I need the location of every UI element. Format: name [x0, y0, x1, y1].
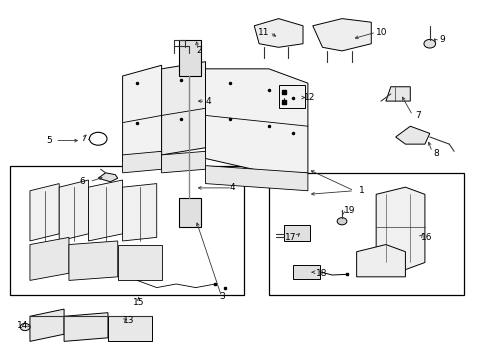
Text: 19: 19	[344, 206, 355, 215]
Text: 8: 8	[432, 149, 438, 158]
Polygon shape	[88, 180, 122, 241]
Text: 6: 6	[80, 177, 85, 186]
Polygon shape	[30, 184, 59, 241]
Polygon shape	[122, 65, 161, 162]
Polygon shape	[254, 19, 303, 47]
Polygon shape	[30, 309, 64, 341]
Bar	[10, 166, 244, 295]
Text: 2: 2	[197, 46, 202, 55]
Text: 17: 17	[285, 233, 296, 242]
Text: 13: 13	[122, 316, 134, 325]
Polygon shape	[161, 151, 205, 173]
Polygon shape	[98, 173, 118, 182]
Text: 11: 11	[258, 28, 269, 37]
Text: 9: 9	[438, 35, 444, 44]
Polygon shape	[30, 237, 69, 280]
Polygon shape	[356, 244, 405, 277]
Polygon shape	[205, 166, 307, 191]
Polygon shape	[375, 187, 424, 270]
Polygon shape	[59, 180, 88, 241]
Text: 12: 12	[304, 93, 315, 102]
Bar	[268, 173, 463, 295]
Polygon shape	[64, 313, 108, 341]
Polygon shape	[161, 62, 205, 155]
Polygon shape	[312, 19, 370, 51]
Bar	[283, 225, 310, 241]
Polygon shape	[205, 69, 307, 173]
Polygon shape	[118, 244, 161, 280]
Text: 10: 10	[375, 28, 387, 37]
Bar	[293, 265, 320, 279]
Polygon shape	[108, 316, 152, 341]
Polygon shape	[122, 151, 161, 173]
Bar	[178, 40, 200, 76]
Bar	[178, 198, 200, 226]
Polygon shape	[122, 184, 157, 241]
Text: 15: 15	[133, 298, 144, 307]
Polygon shape	[69, 241, 118, 280]
Text: 5: 5	[46, 136, 52, 145]
Text: 1: 1	[358, 186, 364, 195]
Text: 16: 16	[420, 233, 432, 242]
Circle shape	[336, 218, 346, 225]
Text: 4: 4	[204, 96, 210, 105]
Circle shape	[423, 40, 435, 48]
Circle shape	[20, 323, 30, 330]
Polygon shape	[385, 87, 409, 101]
Text: 4: 4	[229, 183, 235, 192]
Polygon shape	[395, 126, 429, 144]
Text: 3: 3	[219, 292, 225, 301]
Text: 14: 14	[17, 321, 28, 330]
Text: 7: 7	[414, 111, 420, 120]
Text: 18: 18	[315, 269, 326, 278]
Bar	[278, 85, 305, 108]
